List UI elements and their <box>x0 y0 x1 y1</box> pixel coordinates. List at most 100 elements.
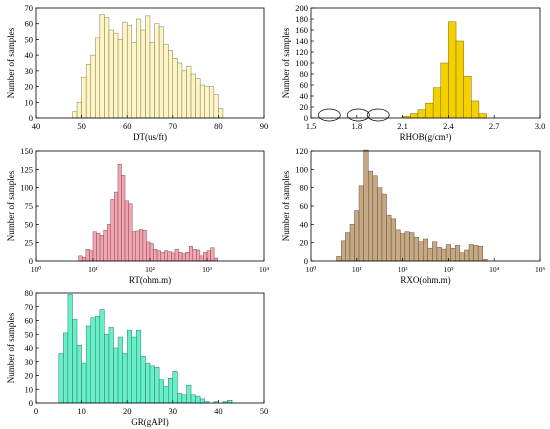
histogram-bar <box>213 94 219 119</box>
x-tick-label: 10⁴ <box>489 265 500 274</box>
histogram-bar <box>448 21 457 119</box>
histogram-bar <box>427 247 433 262</box>
histogram-bar <box>177 62 183 119</box>
y-tick-label: 100 <box>20 183 33 193</box>
x-tick-label: 40 <box>32 121 41 131</box>
x-axis-label: DT(us/ft) <box>133 132 167 142</box>
x-tick-label: 2.1 <box>397 121 408 131</box>
histogram-bar <box>90 317 96 404</box>
histogram-bar <box>90 54 96 119</box>
y-axis-label: Number of samples <box>6 170 16 241</box>
x-tick-label: 10¹ <box>88 265 98 274</box>
histogram-bar <box>417 109 426 119</box>
x-tick-label: 0 <box>34 406 38 416</box>
histogram-bar <box>92 231 97 262</box>
histogram-bar <box>99 235 104 262</box>
x-tick-label: 10² <box>145 265 156 274</box>
histogram-bar <box>149 365 155 404</box>
histogram-bar <box>142 229 147 262</box>
histogram-bar <box>145 15 151 119</box>
histogram-bar <box>122 353 128 404</box>
y-tick-label: 40 <box>25 343 34 353</box>
histogram-bar <box>89 250 94 262</box>
histogram-bar <box>203 251 208 262</box>
histogram-bar <box>471 100 480 119</box>
y-axis-label: Number of samples <box>281 170 291 241</box>
histogram-bar <box>440 62 449 119</box>
y-tick-label: 40 <box>300 219 309 229</box>
histogram-bar <box>81 362 87 404</box>
y-tick-label: 0 <box>304 256 308 266</box>
histogram-bar <box>186 384 192 404</box>
histogram-bar <box>196 249 201 262</box>
y-tick-label: 20 <box>25 371 34 381</box>
histogram-bar <box>95 37 101 119</box>
x-tick-label: 10⁴ <box>259 265 270 274</box>
histogram-bar <box>103 229 108 262</box>
histogram-bar <box>139 229 144 262</box>
histogram-bar <box>163 386 169 404</box>
histogram-bar <box>126 329 132 404</box>
histogram-bar <box>121 174 126 262</box>
histogram-bar <box>149 42 155 119</box>
plot-frame <box>35 7 265 119</box>
y-tick-label: 80 <box>25 288 34 298</box>
histogram-bar <box>81 76 87 119</box>
histogram-bar <box>195 78 201 119</box>
y-tick-label: 60 <box>25 316 34 326</box>
histogram-bar <box>199 84 205 119</box>
histogram-bar <box>163 43 169 119</box>
histogram-bar <box>128 203 133 262</box>
y-tick-label: 20 <box>300 238 309 248</box>
histogram-bar <box>450 247 456 262</box>
histogram-bar <box>418 241 424 262</box>
histogram-bar <box>404 231 410 262</box>
histogram-bar <box>113 32 119 119</box>
histogram-bar <box>114 191 119 262</box>
histogram-bar <box>174 249 179 262</box>
y-tick-label: 140 <box>295 36 308 46</box>
x-tick-label: 10⁰ <box>306 265 317 274</box>
histogram-bar <box>146 241 151 262</box>
x-tick-label: 40 <box>214 406 223 416</box>
histogram-bar <box>58 353 64 404</box>
histogram-bar <box>107 224 111 262</box>
x-tick-label: 10⁵ <box>535 265 546 274</box>
y-tick-label: 0 <box>304 113 308 123</box>
x-tick-label: 10⁰ <box>31 265 42 274</box>
y-tick-label: 80 <box>300 183 309 193</box>
histogram-bar <box>455 245 461 262</box>
histogram-bar <box>336 256 342 262</box>
histogram-bar <box>177 393 183 404</box>
histogram-bar <box>413 236 419 262</box>
histogram-bar <box>410 113 419 119</box>
y-tick-label: 0 <box>29 398 33 408</box>
x-tick-label: 50 <box>77 121 86 131</box>
histogram-bar <box>82 257 87 262</box>
plot-frame <box>310 7 541 119</box>
histogram-bar <box>140 356 146 404</box>
y-tick-label: 70 <box>25 302 34 312</box>
y-tick-label: 160 <box>295 25 308 35</box>
annotation-ellipse <box>366 108 390 122</box>
x-tick-label: 10² <box>398 265 409 274</box>
x-axis-label: RXO(ohm.m) <box>400 275 450 285</box>
histogram-bar <box>108 29 114 119</box>
histogram-bar <box>76 345 82 404</box>
y-tick-label: 100 <box>295 164 308 174</box>
histogram-bar <box>158 379 164 404</box>
y-tick-label: 200 <box>295 3 308 13</box>
histogram-bar <box>168 378 174 404</box>
histogram-bar <box>160 251 165 262</box>
histogram-bar <box>117 163 122 262</box>
histogram-bar <box>108 327 114 404</box>
histogram-bar <box>206 250 211 262</box>
histogram-bar <box>167 251 172 262</box>
x-tick-label: 20 <box>123 406 132 416</box>
histogram-bar <box>78 255 83 262</box>
histogram-bar <box>209 86 215 119</box>
y-tick-label: 150 <box>20 146 33 156</box>
histogram-bar <box>164 250 168 262</box>
y-tick-label: 60 <box>300 201 309 211</box>
histogram-bar <box>227 400 233 404</box>
